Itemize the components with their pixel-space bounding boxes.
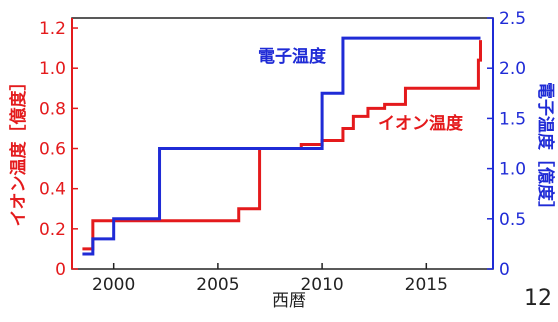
left-tick-label: 0.8 [39, 99, 66, 119]
right-tick-label: 0 [499, 260, 510, 280]
x-tick-label: 2000 [92, 275, 135, 295]
x-tick-label: 2005 [196, 275, 239, 295]
left-tick-label: 1.2 [39, 19, 66, 39]
left-tick-label: 0.2 [39, 220, 66, 240]
x-tick-label: 2015 [405, 275, 448, 295]
annotation-electron-temp: 電子温度 [258, 46, 327, 67]
electron-temp-series-line [82, 36, 481, 256]
right-axis-title: 電子温度［億度］ [535, 82, 556, 218]
right-tick-label: 1.5 [499, 109, 526, 129]
right-tick-label: 1.0 [499, 160, 526, 180]
right-tick-label: 0.5 [499, 210, 526, 230]
x-tick-label: 2010 [300, 275, 343, 295]
left-tick-label: 0.6 [39, 140, 66, 160]
left-tick-label: 0.4 [39, 180, 66, 200]
ion-temp-series-line [82, 40, 482, 251]
left-axis-title: イオン温度［億度］ [8, 74, 29, 227]
annotation-ion-temp: イオン温度 [378, 113, 464, 134]
page-number: 12 [524, 286, 552, 311]
x-axis-title: 西暦 [272, 291, 306, 311]
left-tick-label: 0 [55, 260, 66, 280]
right-tick-label: 2.0 [499, 59, 526, 79]
left-tick-label: 1.0 [39, 59, 66, 79]
right-tick-label: 2.5 [499, 9, 526, 29]
